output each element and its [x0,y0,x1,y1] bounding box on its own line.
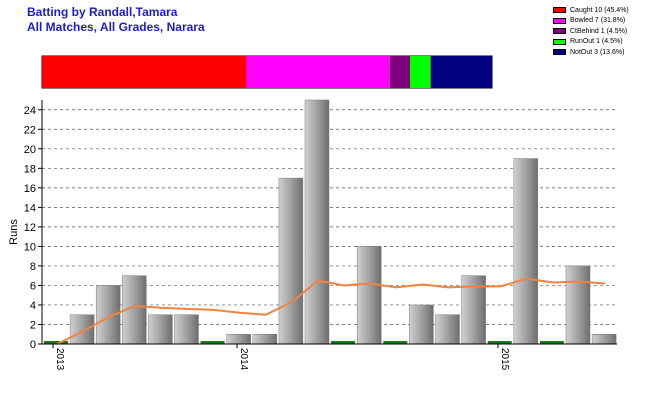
bar [356,246,382,345]
legend-swatch [553,38,566,45]
legend-item-notout: NotOut 3 (13.6%) [553,47,649,58]
y-tick-label: 8 [30,261,36,273]
bar [565,265,591,345]
y-tick-label: 6 [30,280,36,292]
legend-label: NotOut 3 (13.6%) [570,48,625,56]
y-tick-label: 2 [30,319,36,331]
y-tick-label: 10 [24,241,36,253]
bar [174,314,199,345]
zero-marker [383,341,408,344]
chart-subtitle: All Matches, All Grades, Narara [27,20,205,34]
bar [409,304,434,345]
zero-markers-layer [44,341,564,344]
bar [148,314,173,345]
zero-marker [539,341,564,344]
legend-label: CtBehind 1 (4.5%) [570,27,628,35]
bar [435,314,460,345]
dismissal-segment [389,56,411,88]
legend: Caught 10 (45.4%) Bowled 7 (31.8%) CtBeh… [553,5,649,58]
y-tick-label: 12 [24,222,36,234]
legend-item-caught: Caught 10 (45.4%) [553,5,649,16]
bar [95,285,121,345]
legend-label: Bowled 7 (31.8%) [570,17,626,25]
legend-swatch [553,49,566,56]
zero-marker [200,341,225,344]
legend-swatch [553,17,566,24]
dismissal-strip [42,56,492,88]
bar [69,314,95,345]
bar [304,99,330,345]
zero-marker [44,341,68,344]
bar [252,333,278,345]
x-tick-labels: 2013 2014 2015 [52,344,510,371]
legend-item-bowled: Bowled 7 (31.8%) [553,16,649,27]
dismissal-segment [430,56,492,88]
legend-item-ctbehind: CtBehind 1 (4.5%) [553,26,649,37]
x-tick-label: 2013 [54,348,65,371]
x-tick-label: 2015 [499,348,510,371]
zero-marker [331,341,356,344]
y-tick-label: 18 [24,163,36,175]
legend-item-runout: RunOut 1 (4.5%) [553,37,649,48]
dismissal-segment [246,56,390,88]
bar [591,333,617,345]
axes [41,100,617,345]
x-tick-label: 2014 [238,348,249,371]
dismissal-segment [42,56,247,88]
bar [513,158,539,345]
average-line [56,277,606,345]
y-tick-label: 16 [24,183,36,195]
chart-title: Batting by Randall,Tamara [27,5,178,19]
y-tick-label: 22 [24,124,36,136]
y-tick-label: 24 [24,105,36,117]
legend-swatch [553,28,566,35]
legend-swatch [553,7,566,14]
legend-label: Caught 10 (45.4%) [570,6,629,14]
y-tick-label: 14 [24,202,36,214]
y-tick-label: 20 [24,144,36,156]
y-tick-label: 0 [30,339,36,351]
y-tick-label: 4 [30,300,36,312]
bar [226,333,251,345]
legend-label: RunOut 1 (4.5%) [570,38,623,46]
y-axis-label: Runs [8,219,20,245]
zero-marker [487,341,512,344]
bar [278,177,304,345]
dismissal-segment [410,56,431,88]
